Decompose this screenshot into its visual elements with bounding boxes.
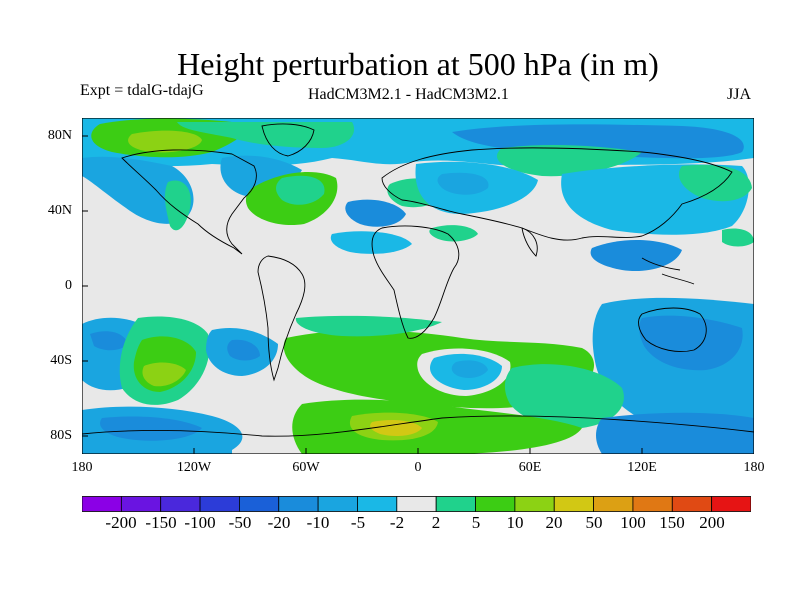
colorbar-swatch bbox=[632, 496, 673, 512]
colorbar-swatch bbox=[475, 496, 516, 512]
colorbar-swatch bbox=[317, 496, 358, 512]
x-tick-label: 120W bbox=[176, 460, 212, 475]
models-label: HadCM3M2.1 - HadCM3M2.1 bbox=[308, 86, 509, 103]
contour-southpacific-blue2 bbox=[90, 331, 128, 351]
contour-antarctic-green bbox=[292, 399, 582, 454]
colorbar-label: 20 bbox=[545, 513, 563, 532]
colorbar-swatch bbox=[82, 496, 122, 512]
coastlines bbox=[82, 123, 754, 437]
y-tick-label: 80S bbox=[50, 428, 72, 443]
colorbar-swatch bbox=[514, 496, 555, 512]
coastline-greenland bbox=[261, 123, 315, 157]
contour-southernocean-green bbox=[504, 364, 624, 429]
contour-atlantic-teal bbox=[276, 175, 325, 205]
coastline-australia bbox=[638, 307, 707, 352]
colorbar-swatch bbox=[671, 496, 713, 512]
colorbar-label: 2 bbox=[431, 513, 441, 532]
coastline-india bbox=[521, 227, 538, 257]
colorbar-swatches bbox=[82, 496, 751, 512]
y-tick-label: 80N bbox=[47, 128, 72, 143]
contour-europe-blue bbox=[345, 199, 406, 227]
colorbar-label: -100 bbox=[184, 513, 216, 532]
x-tick-label: 0 bbox=[414, 460, 422, 475]
y-tick-label: 40N bbox=[47, 203, 72, 218]
colorbar-label: -10 bbox=[306, 513, 330, 532]
colorbar-label: 5 bbox=[471, 513, 481, 532]
contour-southindian-blue2 bbox=[451, 360, 488, 378]
coastline-maritime bbox=[641, 257, 695, 285]
season-label: JJA bbox=[727, 86, 752, 103]
coastline-antarctica bbox=[82, 415, 754, 437]
colorbar-swatch bbox=[553, 496, 594, 512]
contour-eastpac-green bbox=[722, 228, 754, 247]
colorbar-label: -2 bbox=[389, 513, 405, 532]
colorbar-swatch bbox=[711, 496, 751, 512]
contour-greenland-yellowgreen bbox=[128, 130, 202, 153]
contour-fields bbox=[82, 118, 754, 454]
contour-antarctic-yellow bbox=[370, 420, 422, 436]
x-tick-label: 180 bbox=[71, 460, 93, 475]
contour-north-green-right bbox=[496, 145, 642, 177]
map-ticks bbox=[82, 135, 643, 454]
colorbar-swatch bbox=[199, 496, 240, 512]
contour-westpacific-blue bbox=[590, 239, 682, 272]
map-title: Height perturbation at 500 hPa (in m) bbox=[177, 46, 659, 82]
contour-antarctic-right-blue bbox=[596, 412, 754, 454]
contour-asia-blue-2 bbox=[437, 172, 489, 195]
height-perturbation-map bbox=[82, 118, 754, 454]
colorbar bbox=[82, 496, 751, 512]
x-tick-label: 120E bbox=[627, 460, 657, 475]
colorbar-label: -150 bbox=[145, 513, 177, 532]
colorbar-swatch bbox=[357, 496, 398, 512]
contour-northpacific-blue bbox=[82, 156, 194, 224]
x-tick-label: 60W bbox=[292, 460, 320, 475]
coastline-south-america bbox=[257, 255, 306, 382]
contour-eastasia-green bbox=[678, 164, 752, 202]
contour-indian-green bbox=[429, 225, 478, 242]
colorbar-label: -200 bbox=[105, 513, 137, 532]
colorbar-swatch bbox=[396, 496, 437, 512]
colorbar-label: -20 bbox=[267, 513, 291, 532]
y-tick-label: 40S bbox=[50, 353, 72, 368]
colorbar-label: 50 bbox=[585, 513, 603, 532]
colorbar-label: -5 bbox=[350, 513, 366, 532]
contour-arabia-blue bbox=[330, 231, 412, 254]
y-tick-label: 0 bbox=[65, 278, 72, 293]
contour-southpacific-yellow bbox=[142, 362, 186, 387]
colorbar-swatch bbox=[239, 496, 280, 512]
contour-antarctic-blue2 bbox=[100, 416, 202, 441]
coastline-eurasia bbox=[381, 147, 733, 241]
contour-northpacific-green bbox=[164, 180, 191, 231]
colorbar-swatch bbox=[435, 496, 476, 512]
colorbar-label: 10 bbox=[506, 513, 524, 532]
colorbar-swatch bbox=[120, 496, 162, 512]
coastline-north-america bbox=[121, 149, 257, 255]
colorbar-label: 200 bbox=[699, 513, 725, 532]
colorbar-label: -50 bbox=[228, 513, 252, 532]
colorbar-label: 150 bbox=[659, 513, 685, 532]
experiment-label: Expt = tdalG-tdajG bbox=[80, 82, 204, 99]
colorbar-swatch bbox=[278, 496, 319, 512]
contour-chile-blue2 bbox=[227, 339, 260, 361]
colorbar-label: 100 bbox=[620, 513, 646, 532]
colorbar-swatch bbox=[593, 496, 634, 512]
colorbar-swatch bbox=[160, 496, 201, 512]
x-tick-label: 180 bbox=[743, 460, 765, 475]
contour-australia-blue2 bbox=[639, 315, 743, 371]
coastline-africa bbox=[371, 225, 460, 339]
x-tick-label: 60E bbox=[518, 460, 542, 475]
